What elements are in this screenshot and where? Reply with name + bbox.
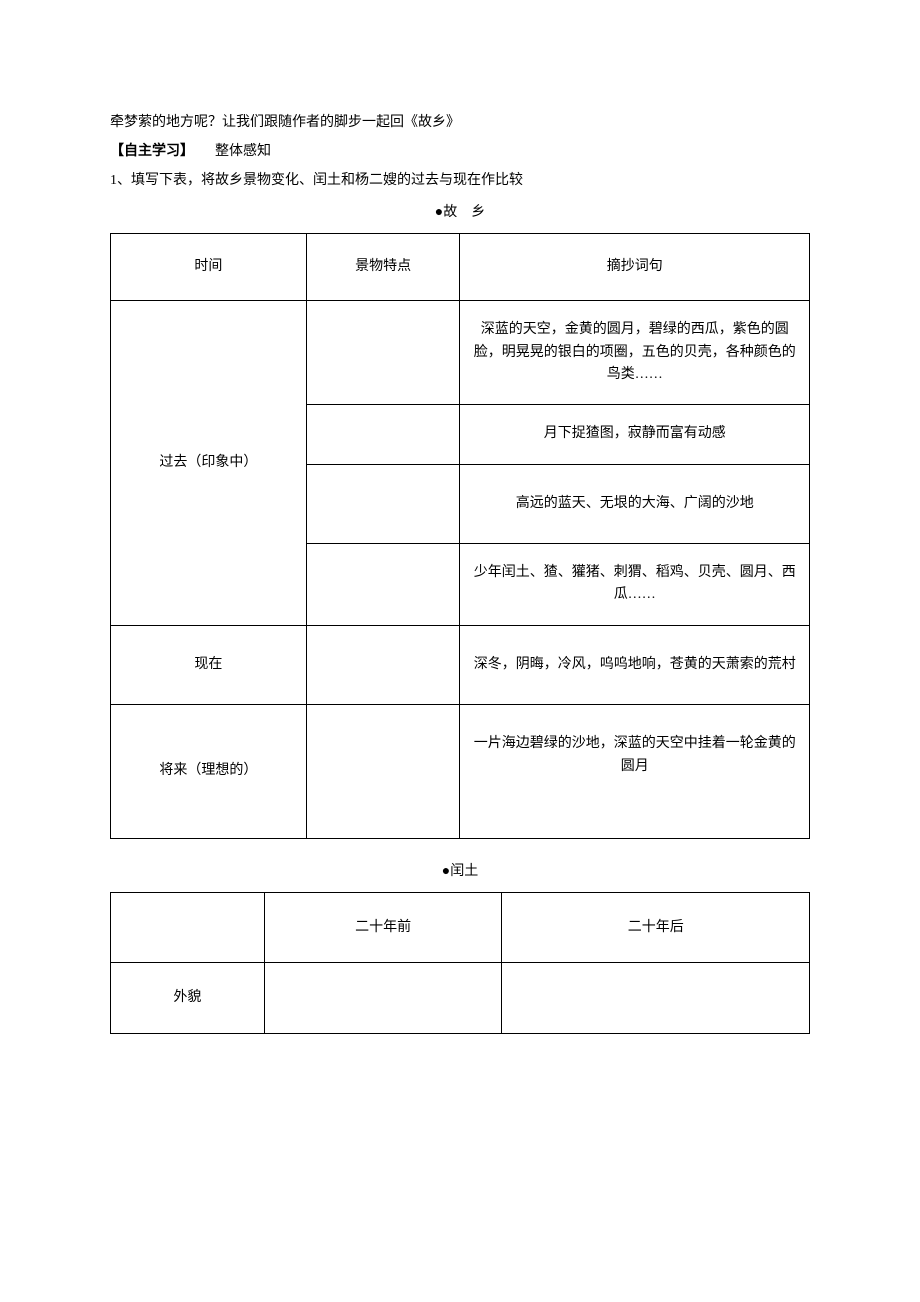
- table1-r2c2: [306, 405, 460, 464]
- table2-h1: [111, 893, 265, 963]
- task-line: 1、填写下表，将故乡景物变化、闰土和杨二嫂的过去与现在作比较: [110, 168, 810, 193]
- page: 牵梦萦的地方呢？让我们跟随作者的脚步一起回《故乡》 【自主学习】 整体感知 1、…: [0, 0, 920, 1074]
- self-study-tail: 整体感知: [187, 144, 271, 159]
- table1-r4c3: 少年闰土、猹、獾猪、刺猬、稻鸡、贝壳、圆月、西瓜……: [460, 544, 810, 626]
- table-row: 将来（理想的） 一片海边碧绿的沙地，深蓝的天空中挂着一轮金黄的圆月: [111, 705, 810, 839]
- table-row: 过去（印象中） 深蓝的天空，金黄的圆月，碧绿的西瓜，紫色的圆脸，明晃晃的银白的项…: [111, 301, 810, 405]
- table2-h3: 二十年后: [502, 893, 810, 963]
- table1-title: ●故 乡: [110, 200, 810, 225]
- table1-r1c3: 深蓝的天空，金黄的圆月，碧绿的西瓜，紫色的圆脸，明晃晃的银白的项圈，五色的贝壳，…: [460, 301, 810, 405]
- table2-title: ●闰土: [110, 859, 810, 884]
- table1-r2c3: 月下捉猹图，寂静而富有动感: [460, 405, 810, 464]
- table1-header-excerpt: 摘抄词句: [460, 233, 810, 300]
- table-row: 外貌: [111, 963, 810, 1033]
- table1-r1c2: [306, 301, 460, 405]
- intro-line: 牵梦萦的地方呢？让我们跟随作者的脚步一起回《故乡》: [110, 110, 810, 135]
- table1-r3c3: 高远的蓝天、无垠的大海、广阔的沙地: [460, 464, 810, 543]
- table2-r1c3: [502, 963, 810, 1033]
- table-row: 现在 深冬，阴晦，冷风，呜呜地响，苍黄的天萧索的荒村: [111, 625, 810, 704]
- table1-header-feature: 景物特点: [306, 233, 460, 300]
- table1-header-time: 时间: [111, 233, 307, 300]
- table1-r1c1: 过去（印象中）: [111, 301, 307, 626]
- table1-r3c2: [306, 464, 460, 543]
- self-study-line: 【自主学习】 整体感知: [110, 139, 810, 164]
- table1-r5c2: [306, 625, 460, 704]
- table2-r1c1: 外貌: [111, 963, 265, 1033]
- runtu-table: 二十年前 二十年后 外貌: [110, 892, 810, 1033]
- table1-r4c2: [306, 544, 460, 626]
- table2-h2: 二十年前: [264, 893, 502, 963]
- table1-r6c2: [306, 705, 460, 839]
- table1-r6c1: 将来（理想的）: [111, 705, 307, 839]
- table-row: 二十年前 二十年后: [111, 893, 810, 963]
- table1-r5c1: 现在: [111, 625, 307, 704]
- table1-r6c3: 一片海边碧绿的沙地，深蓝的天空中挂着一轮金黄的圆月: [460, 705, 810, 839]
- table-row: 时间 景物特点 摘抄词句: [111, 233, 810, 300]
- hometown-table: 时间 景物特点 摘抄词句 过去（印象中） 深蓝的天空，金黄的圆月，碧绿的西瓜，紫…: [110, 233, 810, 839]
- table2-r1c2: [264, 963, 502, 1033]
- table1-r5c3: 深冬，阴晦，冷风，呜呜地响，苍黄的天萧索的荒村: [460, 625, 810, 704]
- self-study-label: 【自主学习】: [110, 144, 187, 159]
